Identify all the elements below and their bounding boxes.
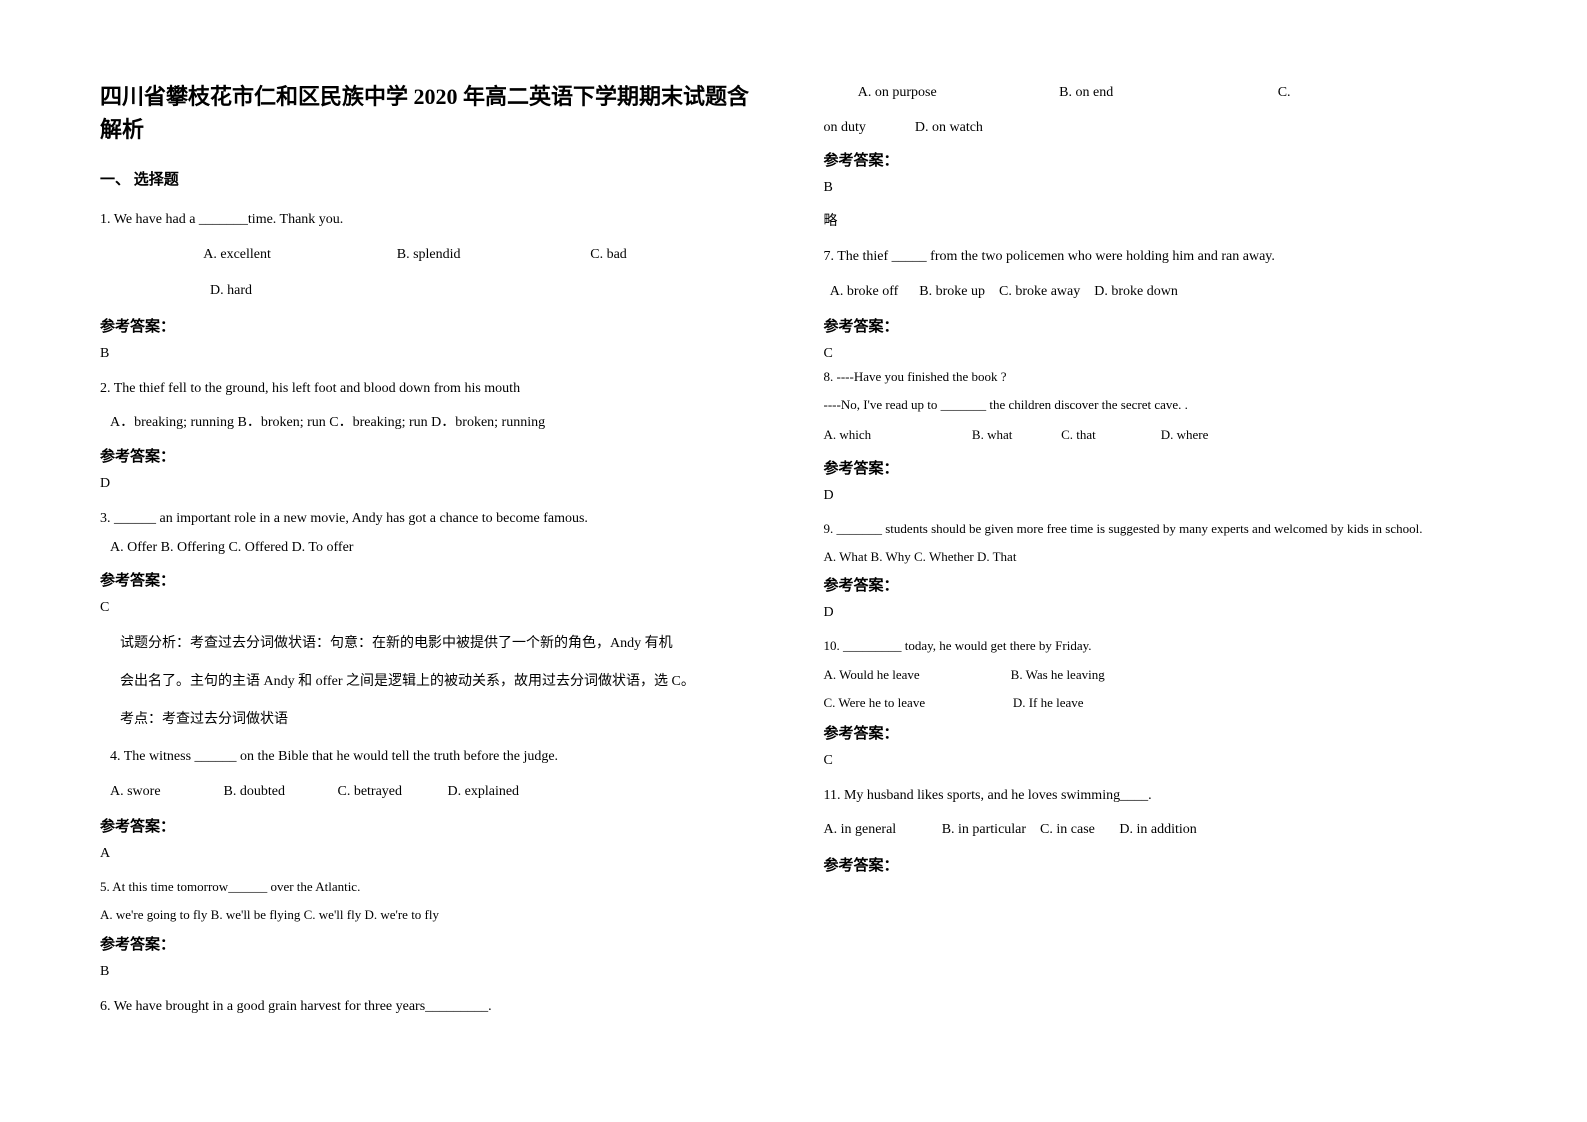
q6-optlineA: A. on purpose B. on end C. [824,80,1488,107]
q5-answer: B [100,964,764,980]
q11-options: A. in general B. in particular C. in cas… [824,817,1488,844]
q3-text: 3. ______ an important role in a new mov… [100,506,764,533]
q8-text1: 8. ----Have you finished the book ? [824,366,1488,388]
q3-answer-label: 参考答案： [100,569,764,590]
q3-expl2: 会出名了。主句的主语 Andy 和 offer 之间是逻辑上的被动关系，故用过去… [100,668,764,696]
q1-optA: A. excellent [203,242,393,269]
q9-answer-label: 参考答案： [824,574,1488,595]
q8-answer: D [824,488,1488,504]
q10-text: 10. _________ today, he would get there … [824,635,1488,657]
q1-optB: B. splendid [397,242,587,269]
q2-options: A．breaking; running B．broken; run C．brea… [100,410,764,437]
q8-options: A. which B. what C. that D. where [824,423,1488,448]
q1-optD: D. hard [210,283,252,298]
q11-answer-label: 参考答案： [824,854,1488,875]
q6-extra: 略 [824,210,1488,230]
q11-text: 11. My husband likes sports, and he love… [824,783,1488,810]
q2-answer: D [100,476,764,492]
q2-answer-label: 参考答案： [100,445,764,466]
q7-options: A. broke off B. broke up C. broke away D… [824,279,1488,306]
q7-text: 7. The thief _____ from the two policeme… [824,244,1488,271]
q1-text: 1. We have had a _______time. Thank you. [100,207,764,234]
q6-optlineB: on duty D. on watch [824,115,1488,142]
q5-options: A. we're going to fly B. we'll be flying… [100,904,764,926]
q8-text2: ----No, I've read up to _______ the chil… [824,394,1488,416]
q4-text: 4. The witness ______ on the Bible that … [100,744,764,771]
q6-text: 6. We have brought in a good grain harve… [100,994,764,1021]
q6-answer-label: 参考答案： [824,149,1488,170]
q4-options: A. swore B. doubted C. betrayed D. expla… [100,779,764,806]
q8-answer-label: 参考答案： [824,457,1488,478]
q10-answer-label: 参考答案： [824,722,1488,743]
q1-optC: C. bad [590,242,660,269]
q2-text: 2. The thief fell to the ground, his lef… [100,376,764,403]
q10-optsB: C. Were he to leave D. If he leave [824,692,1488,714]
q6-answer: B [824,180,1488,196]
q3-expl3: 考点：考查过去分词做状语 [100,706,764,734]
q4-answer-label: 参考答案： [100,815,764,836]
q10-answer: C [824,753,1488,769]
section-header: 一、 选择题 [100,168,764,189]
q3-answer: C [100,600,764,616]
q9-options: A. What B. Why C. Whether D. That [824,546,1488,568]
q3-expl1: 试题分析：考查过去分词做状语：句意：在新的电影中被提供了一个新的角色，Andy … [100,630,764,658]
q1-answer: B [100,346,764,362]
q5-answer-label: 参考答案： [100,933,764,954]
q9-answer: D [824,605,1488,621]
page-title: 四川省攀枝花市仁和区民族中学 2020 年高二英语下学期期末试题含解析 [100,80,764,146]
q4-answer: A [100,846,764,862]
q1-options-line1: A. excellent B. splendid C. bad [100,242,764,269]
q1-answer-label: 参考答案： [100,315,764,336]
q1-options-line2: D. hard [100,278,764,305]
q7-answer-label: 参考答案： [824,315,1488,336]
q5-text: 5. At this time tomorrow______ over the … [100,876,764,898]
q9-text: 9. _______ students should be given more… [824,518,1488,540]
q10-optsA: A. Would he leave B. Was he leaving [824,664,1488,686]
q3-options: A. Offer B. Offering C. Offered D. To of… [100,535,764,562]
q7-answer: C [824,346,1488,362]
